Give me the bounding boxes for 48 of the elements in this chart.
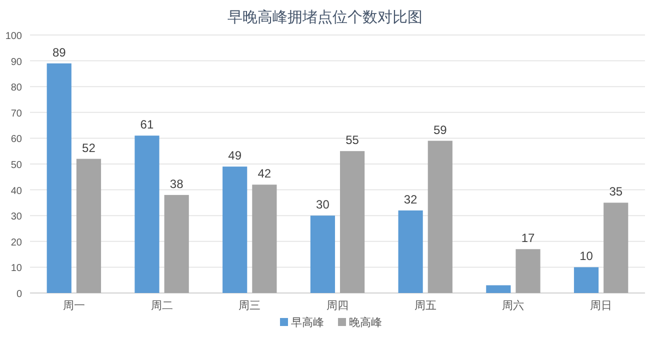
y-tick-label: 60: [10, 134, 22, 146]
y-tick-label: 70: [10, 108, 22, 120]
bar: [340, 151, 365, 293]
x-tick-label: 周二: [150, 300, 173, 312]
data-label: 55: [346, 133, 360, 148]
legend-label: 晚高峰: [349, 316, 382, 329]
data-label: 10: [580, 249, 594, 264]
bar: [428, 140, 452, 293]
x-tick-label: 周六: [502, 299, 524, 312]
y-tick-label: 30: [10, 212, 22, 223]
bar: [134, 136, 160, 293]
data-label: 30: [316, 198, 330, 212]
x-tick-label: 周一: [62, 300, 85, 312]
bar: [398, 210, 423, 293]
bar: [164, 194, 189, 293]
legend-label: 早高峰: [291, 316, 324, 329]
x-tick-label: 周五: [414, 300, 436, 312]
bar: [574, 267, 599, 293]
x-tick-label: 周四: [326, 300, 348, 312]
chart-title: 早晚高峰拥堵点位个数对比图: [228, 9, 422, 26]
y-tick-label: 100: [5, 31, 22, 42]
data-label: 35: [609, 184, 623, 199]
data-label: 32: [404, 192, 418, 206]
y-tick-label: 90: [10, 56, 22, 68]
data-label: 17: [521, 231, 536, 246]
data-label: 49: [228, 148, 242, 163]
y-tick-label: 0: [16, 289, 22, 300]
data-label: 52: [82, 140, 96, 155]
bar: [310, 216, 335, 293]
bar: [516, 249, 540, 293]
bar: [222, 166, 248, 293]
bar: [604, 202, 628, 293]
bar: [252, 184, 277, 293]
bar: [76, 158, 102, 293]
bar: [486, 285, 511, 293]
data-label: 59: [433, 122, 448, 137]
y-tick-label: 10: [10, 263, 22, 274]
y-tick-label: 40: [10, 186, 22, 197]
y-tick-label: 50: [10, 160, 22, 171]
data-label: 38: [170, 176, 184, 191]
x-tick-label: 周三: [238, 300, 261, 312]
data-label: 61: [140, 118, 154, 132]
data-label: 89: [52, 45, 66, 60]
y-tick-label: 80: [10, 82, 22, 94]
y-tick-label: 20: [10, 237, 22, 248]
bar: [46, 63, 72, 293]
x-tick-label: 周日: [590, 300, 612, 312]
data-label: 42: [258, 166, 272, 181]
